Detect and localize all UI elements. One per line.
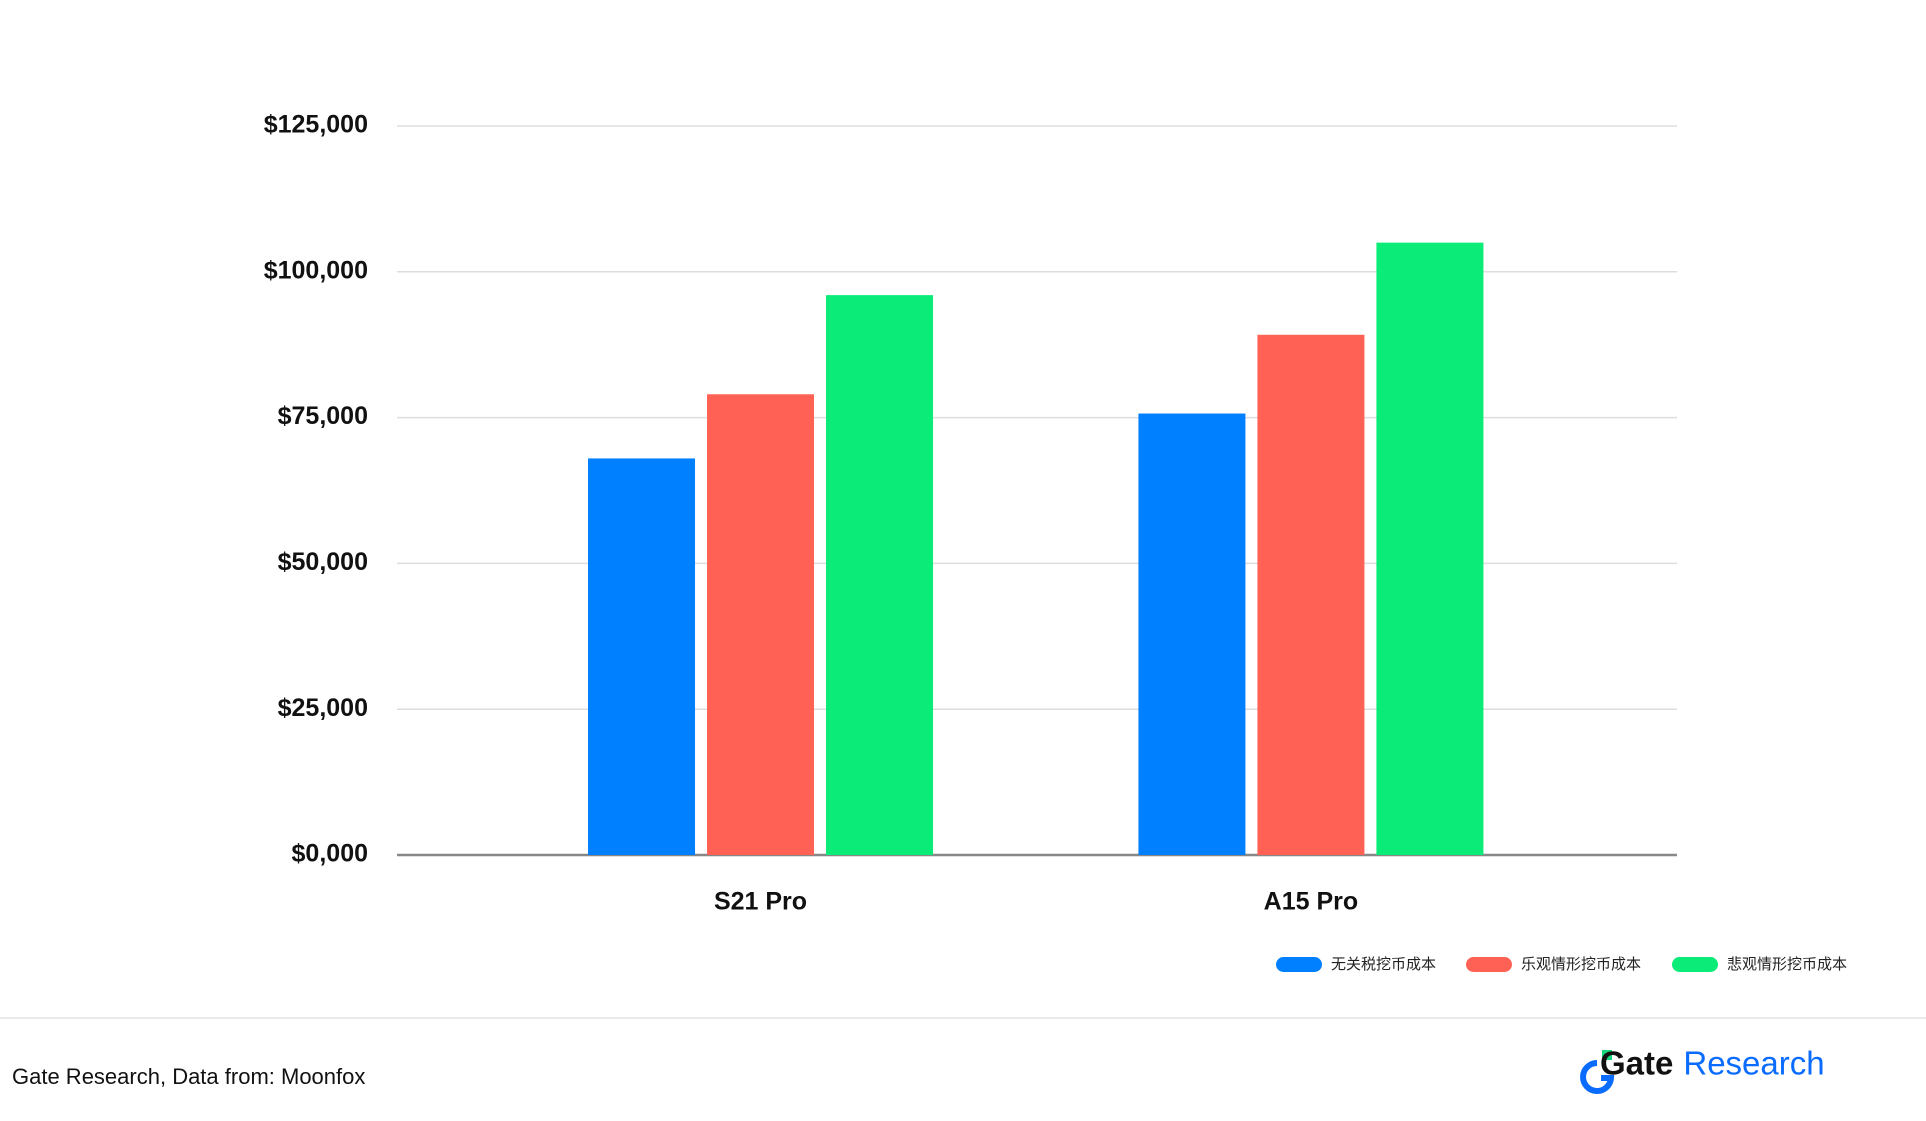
x-tick-label: A15 Pro — [1264, 888, 1358, 916]
source-note: Gate Research, Data from: Moonfox — [12, 1064, 365, 1089]
legend-swatch — [1466, 957, 1512, 972]
legend-swatch — [1672, 957, 1718, 972]
brand-suffix: Research — [1683, 1045, 1824, 1082]
bar — [1138, 413, 1246, 855]
legend-label: 悲观情形挖币成本 — [1727, 956, 1847, 973]
legend-label: 乐观情形挖币成本 — [1521, 956, 1641, 973]
y-tick-label: $100,000 — [264, 256, 368, 284]
bar — [707, 394, 815, 855]
bar — [1376, 242, 1484, 855]
y-tick-label: $0,000 — [292, 840, 368, 868]
y-tick-label: $50,000 — [278, 548, 368, 576]
y-tick-label: $125,000 — [264, 111, 368, 139]
y-tick-label: $25,000 — [278, 694, 368, 722]
y-tick-label: $75,000 — [278, 402, 368, 430]
bar — [1257, 334, 1365, 855]
brand-logo: Gate Research — [1580, 1045, 1825, 1094]
bar — [826, 295, 934, 855]
legend-label: 无关税挖币成本 — [1331, 956, 1436, 973]
logo-icon — [1580, 1060, 1615, 1094]
x-tick-label: S21 Pro — [714, 888, 807, 916]
brand-name: Gate — [1600, 1045, 1673, 1082]
bar — [588, 458, 696, 855]
legend-swatch — [1276, 957, 1322, 972]
logo-dot — [1602, 1050, 1612, 1060]
